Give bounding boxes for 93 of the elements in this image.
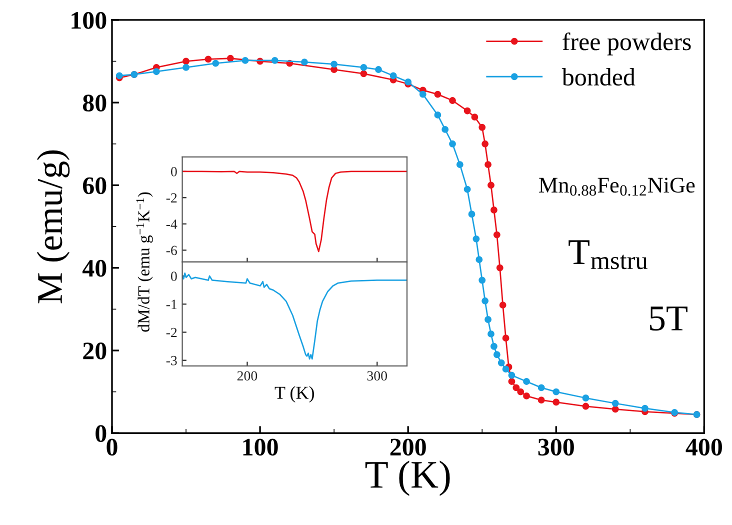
point: [212, 60, 220, 67]
point: [404, 78, 412, 86]
x-tick-label: 400: [686, 438, 722, 456]
point: [449, 140, 456, 148]
y-tick-label: -4: [166, 220, 178, 229]
point: [641, 404, 648, 412]
x-tick-label: 100: [243, 438, 278, 456]
point: [508, 372, 516, 379]
x-axis-title: T (K): [274, 386, 314, 403]
y-tick-label: 60: [82, 177, 106, 194]
point: [612, 406, 619, 413]
point: [182, 64, 190, 71]
y-tick-label: -2: [166, 193, 177, 202]
y-tick-label: 0: [170, 166, 177, 176]
point: [182, 58, 190, 65]
y-tick-label: -2: [166, 328, 177, 338]
point: [552, 388, 560, 396]
y-tick-label: 80: [82, 94, 106, 112]
point: [442, 126, 449, 133]
point: [464, 107, 471, 114]
legend-label: bonded: [562, 68, 636, 86]
point: [390, 72, 397, 80]
x-tick-label: 300: [538, 438, 574, 456]
y-tick-label: 0: [170, 272, 177, 281]
point: [502, 366, 510, 373]
point: [538, 384, 545, 392]
y-tick-label: 100: [72, 12, 106, 29]
point: [512, 384, 520, 392]
y-tick-label: 20: [83, 342, 106, 360]
point: [493, 351, 500, 358]
point: [330, 60, 338, 68]
point: [488, 330, 494, 338]
point: [582, 394, 590, 402]
point: [490, 342, 498, 350]
point: [472, 235, 480, 242]
point: [498, 359, 505, 366]
y-tick-label: -3: [166, 356, 177, 366]
point: [478, 276, 486, 284]
x-tick-label: 300: [367, 371, 388, 381]
line-series: [182, 272, 407, 360]
point: [508, 378, 516, 385]
y-tick-label: -1: [166, 300, 177, 309]
point: [482, 140, 489, 148]
point: [484, 161, 492, 168]
line-series: [182, 170, 407, 252]
point: [478, 124, 486, 131]
point: [360, 70, 368, 78]
point: [517, 388, 524, 396]
x-tick-label: 200: [390, 438, 426, 456]
legend-label: free powders: [562, 32, 691, 56]
x-axis-title: T (K): [365, 460, 450, 496]
annotation: T$_{mstru}$: [568, 240, 648, 270]
point: [434, 112, 442, 118]
point: [375, 66, 382, 74]
point: [612, 400, 619, 407]
x-tick-label: 200: [237, 371, 258, 381]
point: [482, 297, 489, 304]
annotation: Mn$_{0.88}$Fe$_{0.12}$NiGe: [539, 178, 695, 196]
point: [499, 302, 506, 309]
y-axis-title: dM/dT (emu g$^{−1}$K$^{−1}$): [136, 192, 153, 332]
point: [552, 398, 560, 406]
point: [456, 161, 464, 168]
point: [152, 68, 160, 76]
point: [300, 58, 308, 66]
point: [468, 210, 476, 218]
point: [330, 66, 338, 74]
point: [226, 54, 234, 62]
point: [493, 231, 500, 238]
y-axis-title: M (emu/g): [36, 150, 70, 304]
point: [360, 64, 368, 71]
point: [502, 334, 510, 342]
point: [434, 90, 442, 98]
point: [471, 114, 478, 121]
y-tick-label: 40: [82, 260, 106, 277]
point: [538, 396, 545, 404]
point: [484, 316, 492, 323]
y-tick-label: -6: [166, 246, 177, 256]
point: [476, 256, 483, 264]
point: [271, 56, 278, 64]
annotation: 5T: [650, 306, 688, 331]
x-tick-label: 0: [106, 438, 118, 456]
point: [464, 186, 471, 193]
point: [582, 402, 590, 410]
point: [523, 392, 530, 400]
point: [242, 56, 249, 64]
y-tick-label: 0: [96, 425, 106, 442]
point: [488, 182, 494, 189]
point: [496, 264, 504, 272]
point: [523, 378, 530, 385]
point: [204, 56, 212, 63]
point: [419, 90, 426, 98]
point: [449, 97, 456, 104]
point: [490, 206, 498, 214]
